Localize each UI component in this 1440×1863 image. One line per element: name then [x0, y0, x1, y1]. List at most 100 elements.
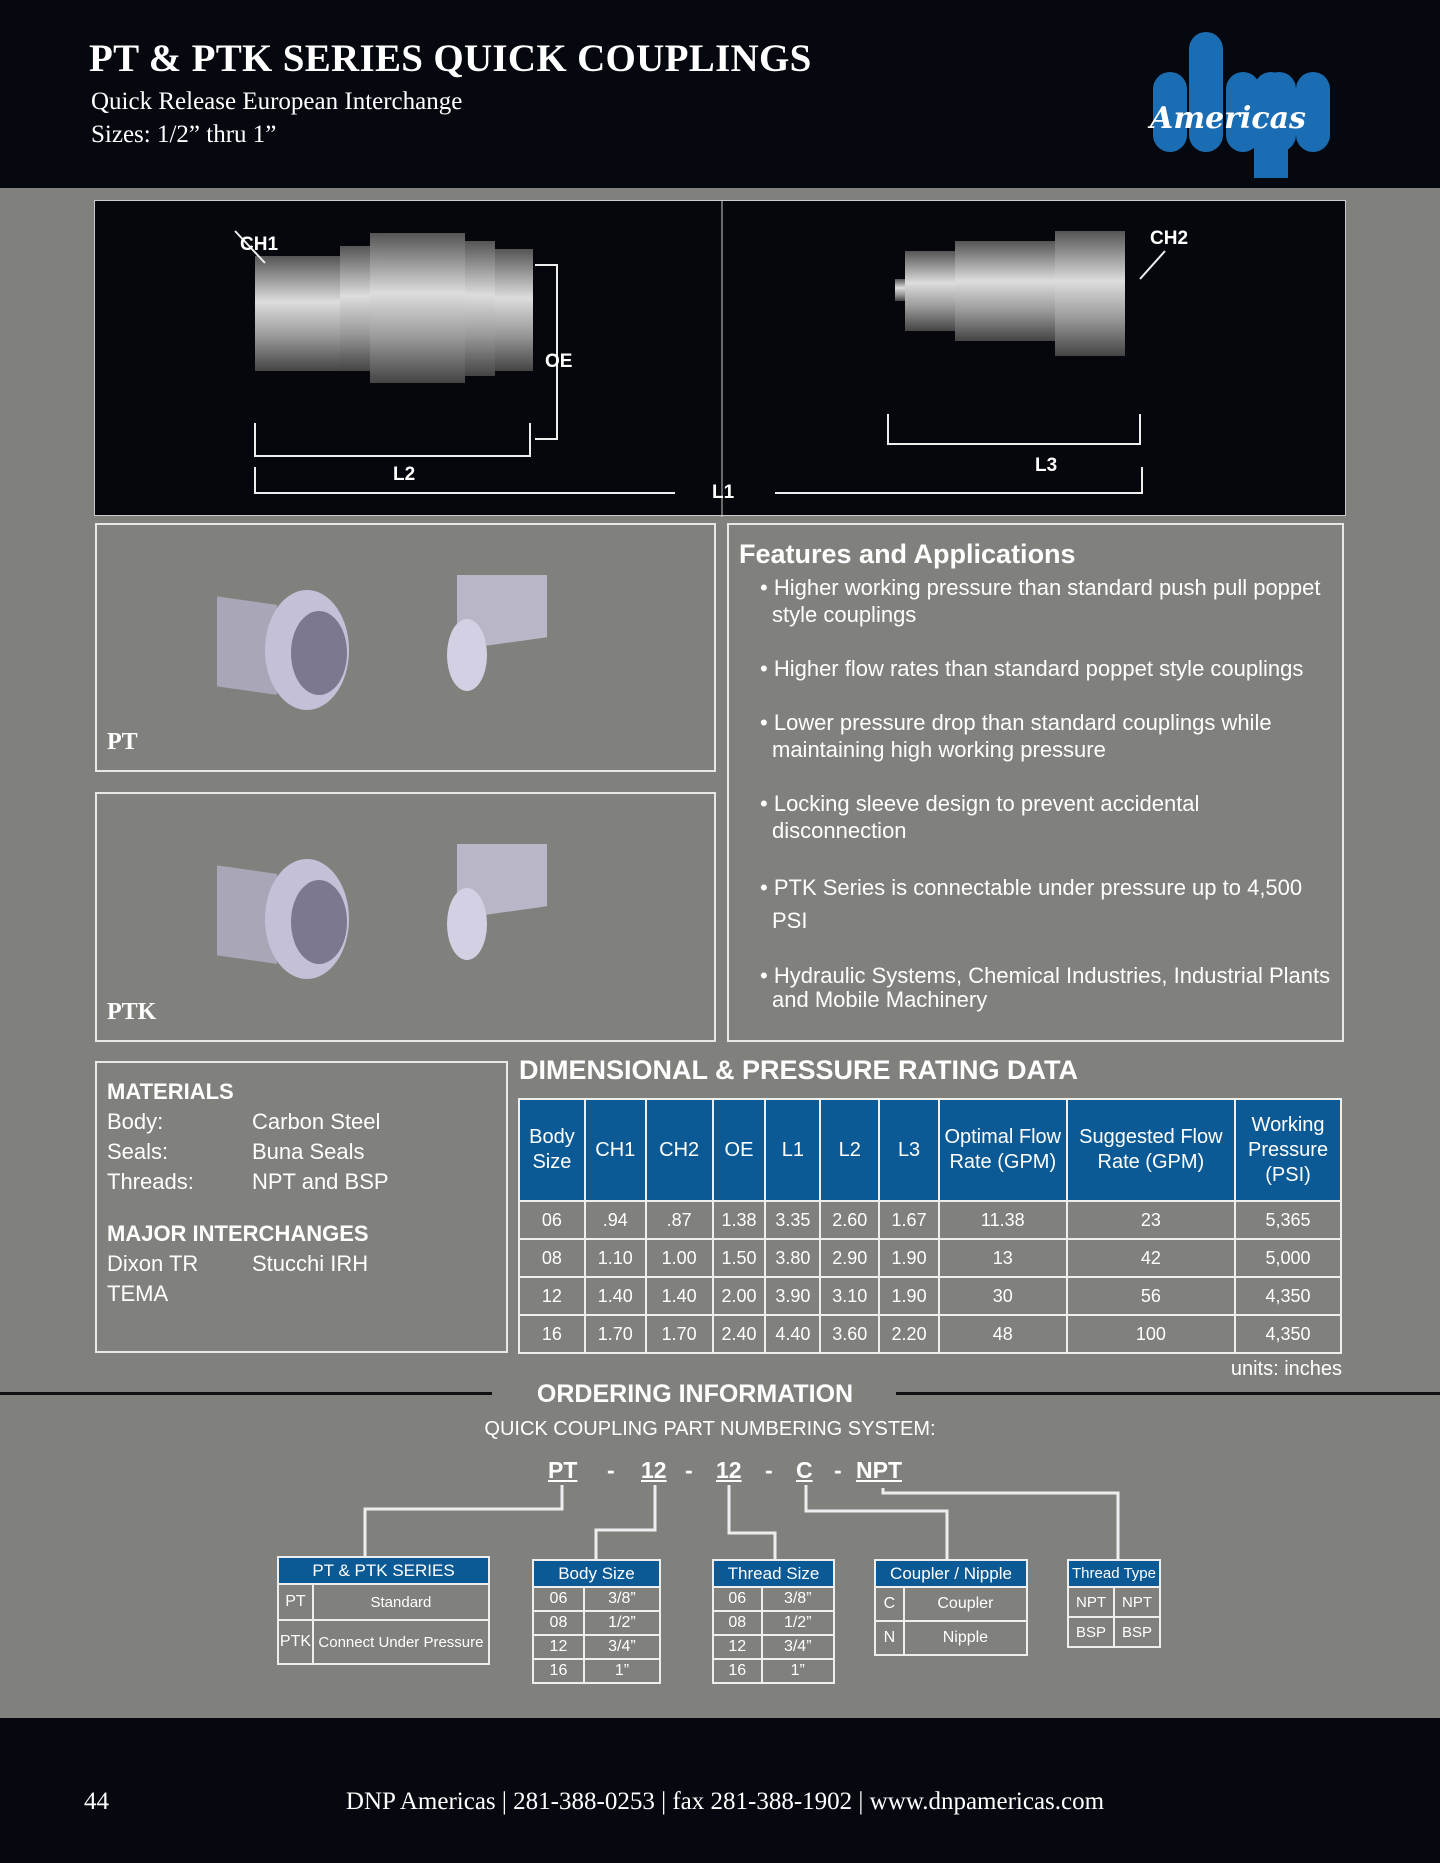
option-cell: NPT — [1112, 1586, 1162, 1618]
body-size-table: Body Size 06 3/8” 08 1/2” 12 3/4” 16 1” — [532, 1559, 662, 1684]
table-cell: 1.50 — [711, 1238, 767, 1278]
table-cell: 1.70 — [644, 1314, 714, 1354]
table-cell: 3.35 — [764, 1200, 822, 1240]
table-cell: .94 — [583, 1200, 647, 1240]
option-cell: 3/4” — [582, 1634, 662, 1660]
option-row: 06 3/8” — [532, 1586, 662, 1612]
thread-type-title: Thread Type — [1067, 1559, 1161, 1588]
option-row: 12 3/4” — [532, 1634, 662, 1660]
feature-item: Locking sleeve design to prevent acciden… — [739, 790, 1332, 844]
table-cell: 2.90 — [819, 1238, 881, 1278]
table-cell: .87 — [644, 1200, 714, 1240]
divider — [896, 1392, 1440, 1395]
page-title: PT & PTK SERIES QUICK COUPLINGS — [89, 37, 812, 80]
ptk-label: PTK — [107, 999, 157, 1025]
table-cell: 2.40 — [711, 1314, 767, 1354]
material-value: NPT and BSP — [252, 1169, 389, 1194]
option-cell: N — [874, 1620, 905, 1656]
table-cell: 1.90 — [878, 1238, 940, 1278]
connector-lines — [363, 1485, 1120, 1560]
code-series: PT — [548, 1457, 578, 1483]
option-cell: 1” — [582, 1658, 662, 1684]
table-header-cell: CH2 — [644, 1098, 714, 1202]
material-label: Threads: — [107, 1169, 194, 1194]
table-cell: 3.80 — [764, 1238, 822, 1278]
table-cell: 2.00 — [711, 1276, 767, 1316]
subtitle: Quick Release European Interchange — [91, 88, 463, 115]
material-value: Carbon Steel — [252, 1109, 381, 1134]
svg-text:Americas: Americas — [1147, 101, 1306, 136]
features-title: Features and Applications — [739, 539, 1076, 569]
table-cell: 56 — [1065, 1276, 1237, 1316]
table-cell: 3.90 — [764, 1276, 822, 1316]
option-row: PT Standard — [277, 1583, 491, 1621]
option-cell: 3/8” — [582, 1586, 662, 1612]
interchange: Stucchi IRH — [252, 1251, 369, 1276]
option-cell: BSP — [1067, 1616, 1115, 1648]
option-cell: 16 — [712, 1658, 763, 1684]
table-header-cell: OE — [711, 1098, 767, 1202]
option-cell: 1/2” — [760, 1610, 835, 1636]
table-cell: 1.10 — [583, 1238, 647, 1278]
table-cell: 3.10 — [819, 1276, 881, 1316]
material-label: Seals: — [107, 1139, 169, 1164]
option-row: 08 1/2” — [712, 1610, 835, 1636]
table-row: 06.94.87 1.38 3.35 2.60 1.67 11.38 23 5,365 — [518, 1200, 1342, 1240]
option-cell: Standard — [311, 1583, 491, 1621]
table-cell: 13 — [937, 1238, 1068, 1278]
table-cell: 1.67 — [878, 1200, 940, 1240]
option-cell: 3/4” — [760, 1634, 835, 1660]
table-cell: 1.00 — [644, 1238, 714, 1278]
coupler-table: Coupler / Nipple C Coupler N Nipple — [874, 1559, 1029, 1656]
units-note: units: inches — [1230, 1358, 1342, 1380]
table-cell: 48 — [937, 1314, 1068, 1354]
coupler-title: Coupler / Nipple — [874, 1559, 1028, 1588]
option-cell: 1/2” — [582, 1610, 662, 1636]
interchange: Dixon TR — [107, 1251, 199, 1276]
dimension-diagram: CH1 CH2 OE L2 L1 L3 — [94, 200, 1346, 517]
ptk-coupling-photo — [217, 844, 547, 979]
footer-bar — [0, 1718, 1440, 1863]
table-cell: 16 — [518, 1314, 586, 1354]
body-size-title: Body Size — [532, 1559, 661, 1588]
option-cell: BSP — [1112, 1616, 1162, 1648]
pt-photo-panel: PT — [95, 523, 716, 772]
svg-text:CH2: CH2 — [1150, 228, 1188, 249]
table-header-cell: CH1 — [583, 1098, 647, 1202]
table-cell: 30 — [937, 1276, 1068, 1316]
table-cell: 5,000 — [1234, 1238, 1342, 1278]
interchange: TEMA — [107, 1281, 169, 1306]
option-cell: C — [874, 1586, 905, 1622]
table-header-cell: Optimal Flow Rate (GPM) — [937, 1098, 1068, 1202]
option-row: 12 3/4” — [712, 1634, 835, 1660]
series-title: PT & PTK SERIES — [277, 1556, 490, 1585]
option-cell: 12 — [712, 1634, 763, 1660]
footer-contact: DNP Americas | 281-388-0253 | fax 281-38… — [345, 1788, 1105, 1815]
feature-item: Lower pressure drop than standard coupli… — [739, 709, 1332, 763]
page-number: 44 — [84, 1788, 109, 1815]
code-body-size: 12 — [641, 1457, 667, 1483]
table-cell: 4,350 — [1234, 1314, 1342, 1354]
pt-coupling-photo — [217, 575, 547, 710]
materials-title: MATERIALS — [107, 1079, 234, 1104]
table-cell: 1.38 — [711, 1200, 767, 1240]
table-cell: 2.60 — [819, 1200, 881, 1240]
table-cell: 12 — [518, 1276, 586, 1316]
option-cell: Nipple — [902, 1620, 1029, 1656]
code-dash: - — [765, 1457, 773, 1483]
svg-text:L3: L3 — [1035, 455, 1057, 476]
option-cell: 06 — [712, 1586, 763, 1612]
dim-table-title: DIMENSIONAL & PRESSURE RATING DATA — [519, 1055, 1079, 1085]
code-coupler: C — [796, 1457, 813, 1483]
table-row: 12 1.40 1.40 2.00 3.90 3.10 1.90 30 56 4,350 — [518, 1276, 1342, 1316]
table-header-cell: Suggested Flow Rate (GPM) — [1065, 1098, 1237, 1202]
option-row: N Nipple — [874, 1620, 1029, 1656]
table-cell: 1.40 — [583, 1276, 647, 1316]
option-cell: 08 — [532, 1610, 585, 1636]
table-header-cell: Body Size — [518, 1098, 586, 1202]
option-cell: PT — [277, 1583, 314, 1621]
table-cell: 42 — [1065, 1238, 1237, 1278]
option-cell: Connect Under Pressure — [311, 1619, 491, 1665]
option-cell: 12 — [532, 1634, 585, 1660]
svg-text:CH1: CH1 — [240, 234, 278, 255]
